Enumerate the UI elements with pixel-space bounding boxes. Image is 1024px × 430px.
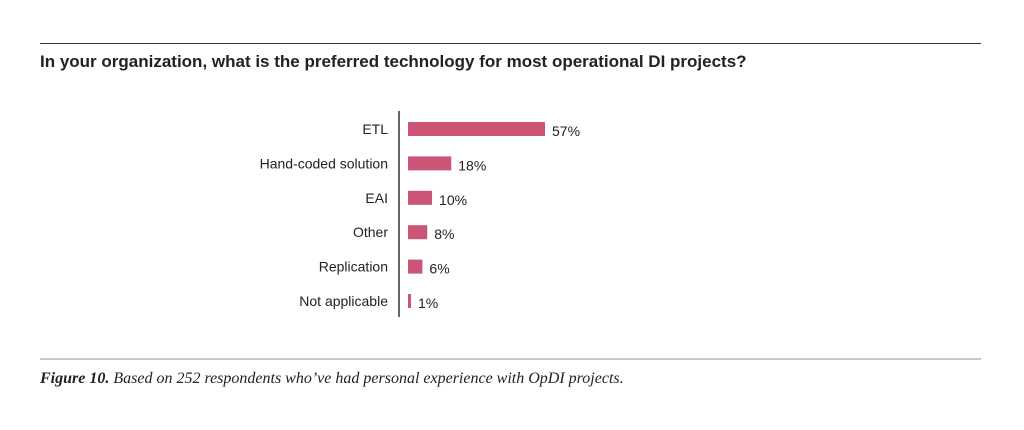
figure-caption: Figure 10. Based on 252 respondents who’… xyxy=(40,370,624,388)
category-label: Not applicable xyxy=(299,293,388,309)
top-rule xyxy=(40,43,981,44)
figure-label: Figure 10. xyxy=(40,370,110,387)
value-label: 57% xyxy=(552,123,580,139)
bottom-rule xyxy=(40,358,981,360)
category-label: Replication xyxy=(319,259,388,275)
value-label: 6% xyxy=(429,261,449,277)
caption-text: Based on 252 respondents who’ve had pers… xyxy=(113,370,624,387)
value-label: 18% xyxy=(458,157,486,173)
bar xyxy=(408,190,433,205)
category-label: Hand-coded solution xyxy=(260,155,388,171)
category-label: Other xyxy=(353,224,388,240)
bar xyxy=(408,156,452,171)
value-label: 1% xyxy=(418,295,438,311)
value-label: 8% xyxy=(434,226,454,242)
chart-title: In your organization, what is the prefer… xyxy=(40,52,747,71)
value-label: 10% xyxy=(439,192,467,208)
bar xyxy=(408,225,428,240)
category-label: ETL xyxy=(362,121,388,137)
category-label: EAI xyxy=(365,190,388,206)
bar xyxy=(408,122,545,136)
bar xyxy=(408,294,411,308)
bar xyxy=(408,259,423,274)
